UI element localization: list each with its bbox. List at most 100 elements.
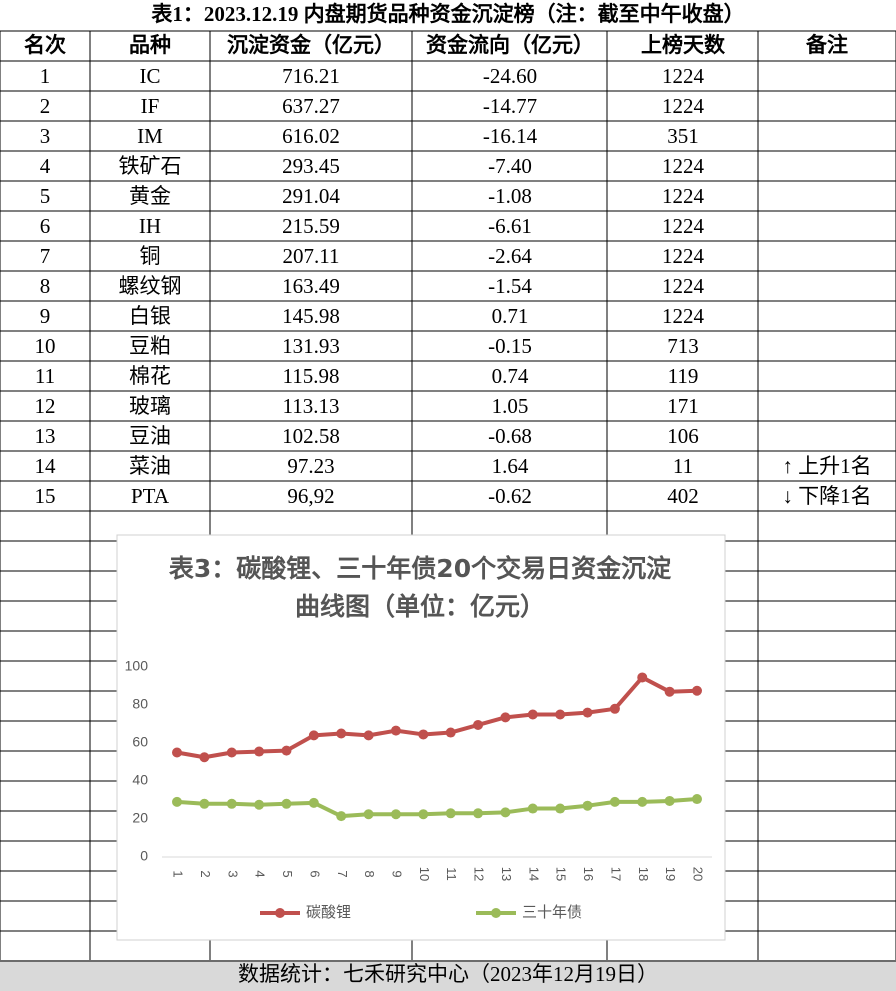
x-tick-label: 3	[225, 870, 240, 877]
point	[582, 800, 593, 811]
point	[637, 796, 648, 807]
cell: 13	[35, 424, 56, 448]
y-tick-label: 80	[132, 696, 148, 712]
cell: 12	[35, 394, 56, 418]
point	[473, 808, 484, 819]
y-tick-label: 20	[132, 810, 148, 826]
point	[254, 799, 265, 810]
cell: 螺纹钢	[119, 274, 182, 298]
cell: 291.04	[282, 184, 340, 208]
x-tick-label: 1	[171, 870, 186, 877]
y-tick-label: 0	[140, 848, 148, 864]
cell: 163.49	[282, 274, 340, 298]
cell: 铁矿石	[119, 154, 182, 178]
cell: 1	[40, 64, 51, 88]
point	[199, 798, 210, 809]
point	[527, 709, 538, 720]
header-cell: 资金流向（亿元）	[426, 33, 594, 57]
x-tick-label: 20	[691, 867, 706, 881]
cell: 15	[35, 484, 56, 508]
point	[473, 719, 484, 730]
y-tick-label: 60	[132, 734, 148, 750]
cell: 3	[40, 124, 51, 148]
cell: IH	[139, 214, 161, 238]
point	[582, 707, 593, 718]
cell: 黄金	[129, 184, 171, 208]
point	[445, 727, 456, 738]
cell: 637.27	[282, 94, 340, 118]
point	[363, 809, 374, 820]
legend-label: 三十年债	[522, 904, 582, 921]
cell: IC	[140, 64, 161, 88]
point	[692, 794, 702, 805]
cell: 2	[40, 94, 51, 118]
x-tick-label: 10	[417, 867, 432, 881]
point	[308, 797, 319, 808]
cell: 616.02	[282, 124, 340, 148]
cell: 402	[667, 484, 699, 508]
cell: 1224	[662, 154, 705, 178]
cell: -24.60	[483, 64, 537, 88]
x-tick-label: 14	[526, 867, 541, 881]
x-tick-label: 17	[608, 867, 623, 881]
cell: 11	[673, 454, 693, 478]
point	[418, 729, 429, 740]
point	[609, 796, 620, 807]
header-cell: 沉淀资金（亿元）	[227, 33, 395, 57]
cell: 8	[40, 274, 51, 298]
cell: -1.08	[488, 184, 532, 208]
x-tick-label: 5	[280, 870, 295, 877]
point	[254, 746, 265, 757]
cell: 293.45	[282, 154, 340, 178]
cell: 14	[35, 454, 57, 478]
point	[390, 809, 401, 820]
cell: 713	[667, 334, 699, 358]
table-title: 表1：2023.12.19 内盘期货品种资金沉淀榜（注：截至中午收盘）	[151, 2, 744, 26]
cell: -0.15	[488, 334, 532, 358]
cell: -7.40	[488, 154, 532, 178]
cell: 351	[667, 124, 699, 148]
cell: 102.58	[282, 424, 340, 448]
point	[609, 703, 620, 714]
cell: 0.74	[492, 364, 529, 388]
y-tick-label: 40	[132, 772, 148, 788]
cell: 1224	[662, 304, 705, 328]
point	[664, 686, 675, 697]
cell: ↑ 上升1名	[782, 454, 871, 478]
cell: -14.77	[483, 94, 537, 118]
cell: 1224	[662, 274, 705, 298]
point	[418, 809, 429, 820]
point	[527, 803, 538, 814]
cell: 10	[35, 334, 56, 358]
cell: 96,92	[287, 484, 334, 508]
x-tick-label: 9	[390, 870, 405, 877]
cell: PTA	[131, 484, 170, 508]
cell: 1224	[662, 64, 705, 88]
cell: 171	[667, 394, 699, 418]
cell: 119	[668, 364, 699, 388]
point	[336, 811, 347, 822]
point	[226, 798, 237, 809]
chart-title: 表3：碳酸锂、三十年债20个交易日资金沉淀曲线图（单位：亿元）	[168, 554, 672, 621]
point	[445, 808, 456, 819]
cell: IF	[141, 94, 160, 118]
point	[226, 747, 237, 758]
point	[308, 730, 319, 741]
point	[500, 807, 511, 818]
x-tick-label: 4	[253, 870, 268, 877]
point	[363, 730, 374, 741]
cell: -2.64	[488, 244, 532, 268]
cell: 5	[40, 184, 51, 208]
cell: 1224	[662, 244, 705, 268]
point	[390, 725, 401, 736]
point	[555, 709, 566, 720]
cell: 6	[40, 214, 51, 238]
x-tick-label: 6	[307, 870, 322, 877]
point	[281, 798, 292, 809]
cell: -16.14	[483, 124, 538, 148]
cell: ↓ 下降1名	[782, 484, 871, 508]
point	[637, 672, 648, 683]
cell: 1224	[662, 214, 705, 238]
cell: -0.62	[488, 484, 532, 508]
